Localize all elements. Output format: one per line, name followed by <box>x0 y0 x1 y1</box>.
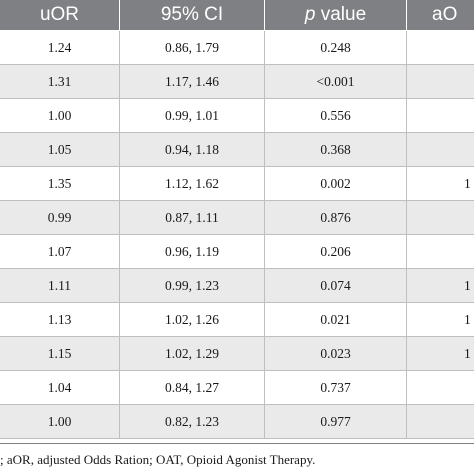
column-divider <box>119 31 120 439</box>
cell-uor: 1.31 <box>47 74 72 89</box>
cell-uor: 1.13 <box>47 312 72 327</box>
header-p-letter: p <box>304 4 316 25</box>
cell-p: 0.876 <box>320 210 351 225</box>
cell-p: <0.001 <box>316 74 355 89</box>
cell-uor: 0.99 <box>47 210 72 225</box>
cell-ci: 1.02, 1.26 <box>165 312 219 327</box>
cell-ci: 0.94, 1.18 <box>165 142 219 157</box>
table-bottom-rule <box>0 443 474 444</box>
cell-aor <box>464 235 474 269</box>
cell-p: 0.556 <box>320 108 351 123</box>
cell-p: 0.023 <box>320 346 351 361</box>
table-row: 1.24 0.86, 1.79 0.248 <box>0 31 474 65</box>
cell-ci: 0.99, 1.01 <box>165 108 219 123</box>
table-row: 1.04 0.84, 1.27 0.737 <box>0 371 474 405</box>
cell-uor: 1.35 <box>47 176 72 191</box>
cell-aor <box>464 133 474 167</box>
row-divider <box>0 438 474 439</box>
cell-p: 0.248 <box>320 40 351 55</box>
table-footnote: ; aOR, adjusted Odds Ration; OAT, Opioid… <box>0 452 316 467</box>
cell-ci: 0.82, 1.23 <box>165 414 219 429</box>
cell-aor: 1 <box>464 278 471 293</box>
table-row: 1.31 1.17, 1.46 <0.001 <box>0 65 474 99</box>
cell-uor: 1.00 <box>47 414 72 429</box>
row-divider <box>0 166 474 167</box>
row-divider <box>0 98 474 99</box>
cell-aor <box>464 99 474 133</box>
row-divider <box>0 336 474 337</box>
header-uor: uOR <box>39 4 80 25</box>
table-row: 1.07 0.96, 1.19 0.206 <box>0 235 474 269</box>
cell-p: 0.368 <box>320 142 351 157</box>
cell-p: 0.002 <box>320 176 351 191</box>
cell-aor <box>464 65 474 99</box>
header-p-value: p value <box>265 0 406 30</box>
cell-ci: 1.12, 1.62 <box>165 176 219 191</box>
row-divider <box>0 370 474 371</box>
cell-ci: 0.84, 1.27 <box>165 380 219 395</box>
cell-ci: 0.99, 1.23 <box>165 278 219 293</box>
cell-aor: 1 <box>464 176 471 191</box>
cell-uor: 1.05 <box>47 142 72 157</box>
header-ci: 95% CI <box>160 4 224 25</box>
table-row: 1.05 0.94, 1.18 0.368 <box>0 133 474 167</box>
column-divider <box>264 31 265 439</box>
row-divider <box>0 200 474 201</box>
table-row: 1.13 1.02, 1.26 0.021 1 <box>0 303 474 337</box>
cell-uor: 1.04 <box>47 380 72 395</box>
cell-aor <box>464 371 474 405</box>
cell-uor: 1.07 <box>47 244 72 259</box>
header-aor: aO <box>432 4 458 25</box>
column-divider <box>406 31 407 439</box>
header-divider <box>406 0 407 30</box>
cell-p: 0.206 <box>320 244 351 259</box>
cell-p: 0.074 <box>320 278 351 293</box>
row-divider <box>0 404 474 405</box>
cell-aor <box>464 405 474 439</box>
cell-aor <box>464 31 474 65</box>
table-row: 1.11 0.99, 1.23 0.074 1 <box>0 269 474 303</box>
header-divider <box>264 0 265 30</box>
cell-ci: 0.96, 1.19 <box>165 244 219 259</box>
row-divider <box>0 268 474 269</box>
cell-ci: 0.87, 1.11 <box>165 210 219 225</box>
cell-uor: 1.15 <box>47 346 72 361</box>
cell-uor: 1.00 <box>47 108 72 123</box>
cell-uor: 1.11 <box>47 278 72 293</box>
header-divider <box>119 0 120 30</box>
cell-aor: 1 <box>464 312 471 327</box>
table-row: 1.35 1.12, 1.62 0.002 1 <box>0 167 474 201</box>
cell-p: 0.021 <box>320 312 351 327</box>
row-divider <box>0 234 474 235</box>
table-row: 1.00 0.82, 1.23 0.977 <box>0 405 474 439</box>
row-divider <box>0 64 474 65</box>
row-divider <box>0 132 474 133</box>
cell-uor: 1.24 <box>47 40 72 55</box>
table-header: uOR 95% CI p value aO <box>0 0 474 30</box>
row-divider <box>0 302 474 303</box>
header-p-word: value <box>320 4 367 25</box>
cell-ci: 1.17, 1.46 <box>165 74 219 89</box>
cell-p: 0.977 <box>320 414 351 429</box>
cell-ci: 1.02, 1.29 <box>165 346 219 361</box>
table-row: 1.15 1.02, 1.29 0.023 1 <box>0 337 474 371</box>
cell-p: 0.737 <box>320 380 351 395</box>
cell-aor <box>464 201 474 235</box>
cell-aor: 1 <box>464 346 471 361</box>
table-row: 0.99 0.87, 1.11 0.876 <box>0 201 474 235</box>
table-row: 1.00 0.99, 1.01 0.556 <box>0 99 474 133</box>
cell-ci: 0.86, 1.79 <box>165 40 219 55</box>
